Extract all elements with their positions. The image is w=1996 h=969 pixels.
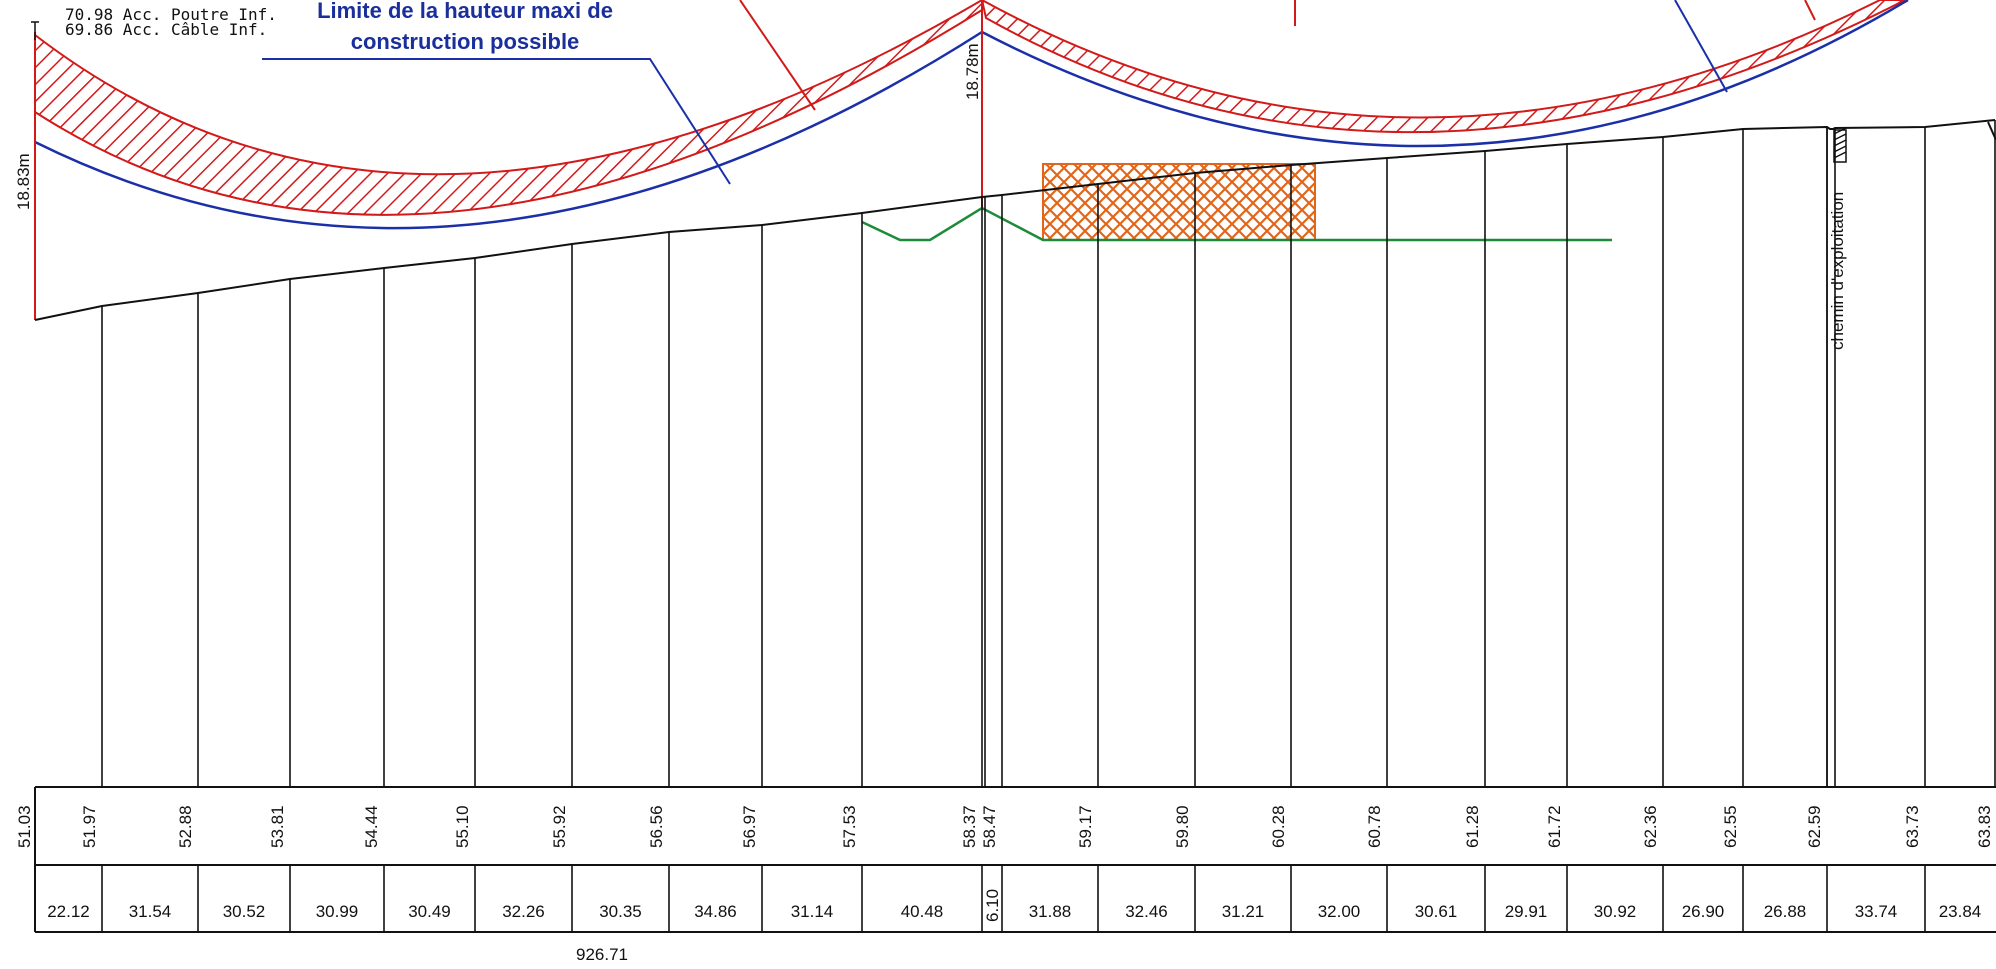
distance-labels: 22.12 31.54 30.52 30.99 30.49 32.26 30.35 34.86… [47, 889, 1981, 922]
clearance-curve-right [981, 0, 1909, 148]
conductor-band-right [980, 0, 1906, 134]
elevation-label: 52.88 [176, 805, 195, 848]
elevation-label: 60.78 [1365, 805, 1384, 848]
red-diagonal-left [739, 0, 816, 111]
station-lines [101, 120, 1996, 787]
elevation-label: 63.73 [1903, 805, 1922, 848]
distance-label: 34.86 [694, 902, 737, 921]
elevation-label: 56.97 [740, 805, 759, 848]
construction-limit-title-2: construction possible [351, 29, 580, 54]
green-profile-line [861, 206, 1612, 242]
distance-label: 23.84 [1939, 902, 1982, 921]
distance-label: 26.90 [1682, 902, 1725, 921]
distance-label: 30.92 [1594, 902, 1637, 921]
distance-label: 31.14 [791, 902, 834, 921]
distance-label: 33.74 [1855, 902, 1898, 921]
distance-label: 32.00 [1318, 902, 1361, 921]
distance-label: 30.49 [408, 902, 451, 921]
acc-cable-label: 69.86 Acc. Câble Inf. [65, 20, 267, 39]
distance-label: 22.12 [47, 902, 90, 921]
distance-separators [101, 865, 1926, 932]
elevation-label: 62.36 [1641, 805, 1660, 848]
elevation-label: 56.56 [647, 805, 666, 848]
profile-table-frame [34, 786, 1996, 933]
elevation-label: 60.28 [1269, 805, 1288, 848]
distance-label: 26.88 [1764, 902, 1807, 921]
height-label-left: 18.83m [14, 153, 33, 210]
blue-leader-right [1674, 0, 1728, 93]
chemin-exploitation-marker [1826, 121, 1996, 787]
total-length-label: 926.71 [576, 945, 628, 964]
height-label-mid: 18.78m [963, 43, 982, 100]
distance-label: 31.21 [1222, 902, 1265, 921]
ground-profile-line [34, 119, 1996, 321]
distance-label: 31.88 [1029, 902, 1072, 921]
distance-label: 30.52 [223, 902, 266, 921]
elevation-label: 58.47 [980, 805, 999, 848]
elevation-label: 55.92 [550, 805, 569, 848]
distance-label: 31.54 [129, 902, 172, 921]
elevation-label: 63.83 [1975, 805, 1994, 848]
distance-label: 32.26 [502, 902, 545, 921]
clearance-curve-left [34, 30, 983, 230]
elevation-labels: 51.03 51.97 52.88 53.81 54.44 55.10 55.92 56.56… [15, 805, 1994, 848]
distance-label: 40.48 [901, 902, 944, 921]
elevation-label: 62.59 [1805, 805, 1824, 848]
elevation-label: 59.80 [1173, 805, 1192, 848]
elevation-label: 61.72 [1545, 805, 1564, 848]
elevation-label: 51.97 [80, 805, 99, 848]
red-diagonal-right [1804, 0, 1816, 21]
distance-label: 30.99 [316, 902, 359, 921]
distance-label: 6.10 [983, 889, 1002, 922]
elevation-label: 53.81 [268, 805, 287, 848]
acc-poutre-label: 70.98 Acc. Poutre Inf. [65, 5, 277, 24]
elevation-label: 62.55 [1721, 805, 1740, 848]
distance-label: 29.91 [1505, 902, 1548, 921]
elevation-label: 51.03 [15, 805, 34, 848]
distance-label: 30.35 [599, 902, 642, 921]
elevation-label: 57.53 [840, 805, 859, 848]
title-leader-line [262, 58, 731, 185]
elevation-label: 59.17 [1076, 805, 1095, 848]
distance-label: 32.46 [1125, 902, 1168, 921]
elevation-label: 58.37 [960, 805, 979, 848]
elevation-label: 55.10 [453, 805, 472, 848]
elevation-label: 61.28 [1463, 805, 1482, 848]
construction-limit-title: Limite de la hauteur maxi de [317, 0, 613, 23]
chemin-exploitation-label: chemin d'exploitation [1828, 192, 1847, 350]
elevation-label: 54.44 [362, 805, 381, 848]
distance-label: 30.61 [1415, 902, 1458, 921]
